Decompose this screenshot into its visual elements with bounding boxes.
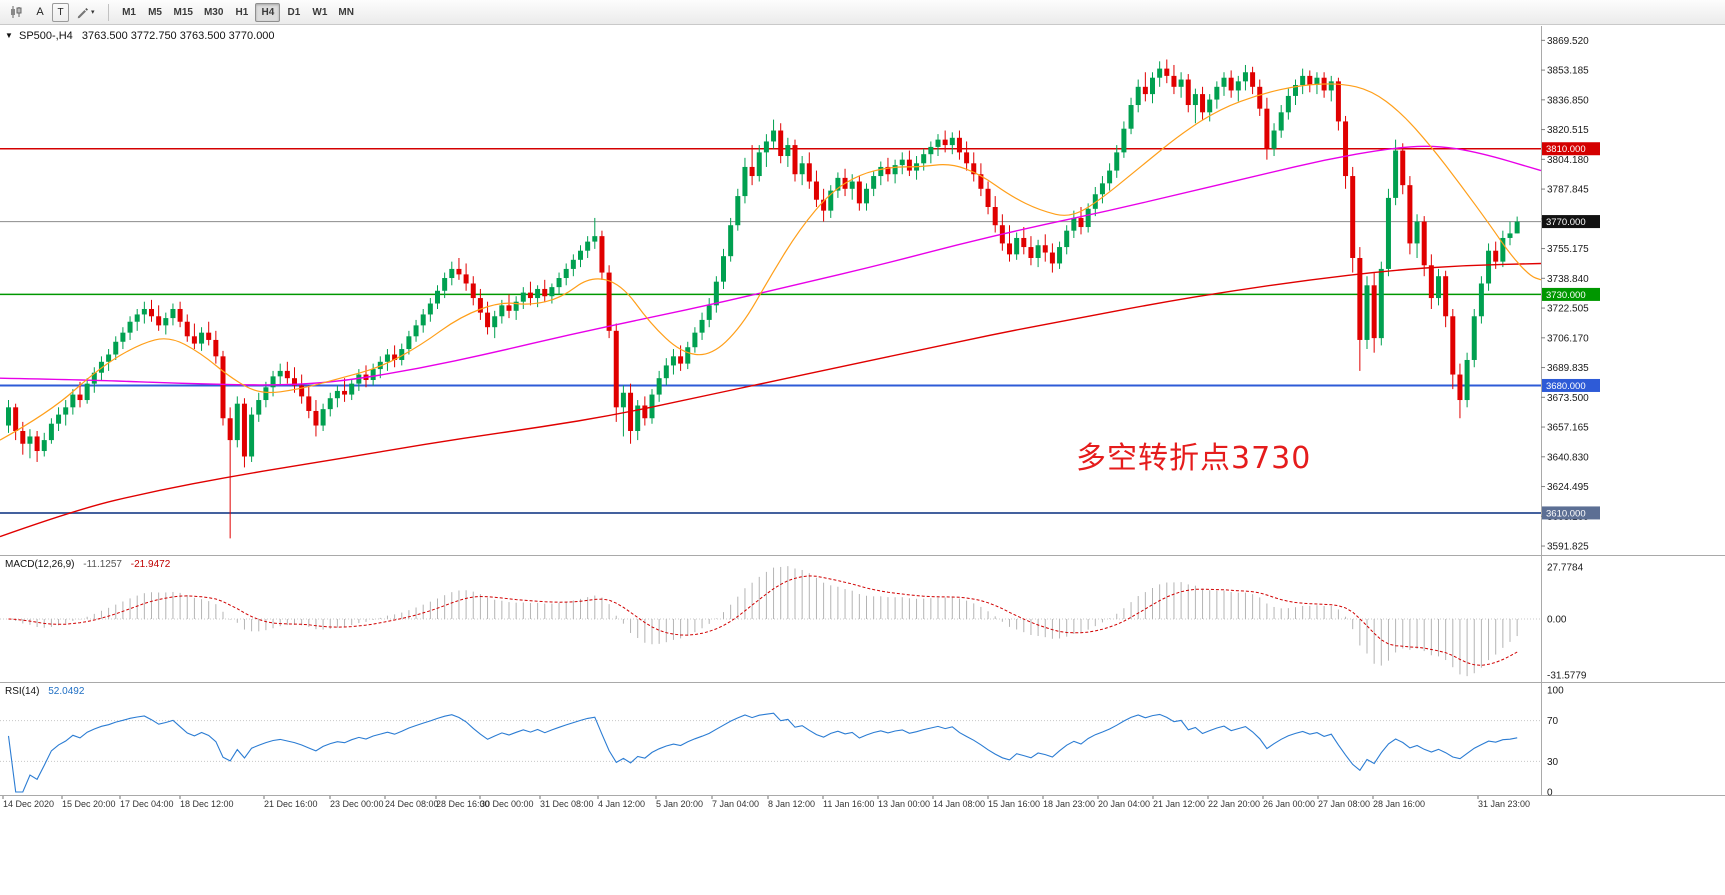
pencil-icon [77, 7, 88, 18]
time-axis-label: 13 Jan 00:00 [878, 799, 930, 809]
price-axis-label: 3820.515 [1547, 125, 1589, 136]
rsi-axis-label: 30 [1547, 757, 1559, 768]
price-axis-label: 3640.830 [1547, 452, 1589, 463]
svg-text:3730.000: 3730.000 [1546, 290, 1586, 301]
macd-signal-value: -21.9472 [130, 559, 171, 570]
time-axis-label: 21 Jan 12:00 [1153, 799, 1205, 809]
caret-down-icon: ▾ [91, 9, 95, 16]
price-axis-label: 3738.840 [1547, 274, 1589, 285]
time-axis-label: 18 Dec 12:00 [180, 799, 234, 809]
timeframe-button-d1[interactable]: D1 [281, 3, 306, 22]
macd-axis-label: -31.5779 [1547, 671, 1587, 682]
price-axis-label: 3689.835 [1547, 363, 1589, 374]
price-axis-label: 3804.180 [1547, 155, 1589, 166]
time-axis-label: 26 Jan 00:00 [1263, 799, 1315, 809]
toolbar-separator [107, 3, 109, 21]
timeframe-button-m5[interactable]: M5 [143, 3, 168, 22]
chart-shift-button[interactable] [4, 3, 28, 22]
time-axis-label: 17 Dec 04:00 [120, 799, 174, 809]
time-axis-label: 8 Jan 12:00 [768, 799, 815, 809]
main-toolbar: A T ▾ M1 M5 M15 M30 H1 H4 D1 W1 MN [0, 0, 1725, 25]
candles-layer [6, 59, 1520, 539]
macd-indicator-label: MACD(12,26,9) -11.1257 -21.9472 [5, 559, 170, 570]
level-price-box [1542, 378, 1600, 392]
price-axis-label: 3836.850 [1547, 95, 1589, 106]
dropdown-triangle-icon: ▼ [5, 31, 13, 40]
rsi-name: RSI(14) [5, 686, 40, 697]
price-axis-label: 3591.825 [1547, 542, 1589, 553]
text-tool-button[interactable]: T [52, 2, 69, 22]
mid-ma-line [0, 145, 1542, 386]
fast-ma-line [0, 83, 1542, 441]
time-axis-label: 21 Dec 16:00 [264, 799, 318, 809]
drawing-tools-dropdown[interactable]: ▾ [71, 3, 100, 22]
chart-annotation-text[interactable]: 多空转折点3730 [1076, 441, 1312, 476]
svg-text:3610.000: 3610.000 [1546, 508, 1586, 519]
time-axis-label: 23 Dec 00:00 [330, 799, 384, 809]
macd-axis-label: 27.7784 [1547, 563, 1584, 574]
timeframe-button-h1[interactable]: H1 [229, 3, 254, 22]
time-axis-label: 20 Jan 04:00 [1098, 799, 1150, 809]
time-axis-label: 28 Jan 16:00 [1373, 799, 1425, 809]
price-axis-label: 3624.495 [1547, 482, 1589, 493]
macd-histogram [15, 566, 1518, 677]
time-axis-label: 22 Jan 20:00 [1208, 799, 1260, 809]
time-axis-label: 14 Dec 2020 [3, 799, 54, 809]
rsi-indicator-label: RSI(14) 52.0492 [5, 686, 84, 697]
price-axis-label: 3673.500 [1547, 393, 1589, 404]
timeframe-group: M1 M5 M15 M30 H1 H4 D1 W1 MN [117, 2, 359, 22]
level-price-box [1542, 142, 1600, 156]
macd-axis-label: 0.00 [1547, 615, 1567, 626]
time-axis-label: 15 Dec 20:00 [62, 799, 116, 809]
time-axis-label: 11 Jan 16:00 [823, 799, 874, 809]
price-axis-label: 3853.185 [1547, 66, 1589, 77]
price-axis-label: 3722.505 [1547, 304, 1589, 315]
time-axis-label: 15 Jan 16:00 [988, 799, 1040, 809]
time-axis-label: 7 Jan 04:00 [712, 799, 759, 809]
time-axis-label: 28 Dec 16:00 [436, 799, 490, 809]
rsi-value: 52.0492 [48, 686, 85, 697]
candles-icon [11, 6, 22, 18]
svg-text:3810.000: 3810.000 [1546, 144, 1586, 155]
time-axis-label: 14 Jan 08:00 [933, 799, 985, 809]
timeframe-button-m15[interactable]: M15 [169, 3, 198, 22]
price-axis-label: 3755.175 [1547, 244, 1589, 255]
price-axis-label: 3869.520 [1547, 36, 1589, 47]
rsi-axis-label: 100 [1547, 686, 1564, 697]
time-axis-label: 4 Jan 12:00 [598, 799, 645, 809]
timeframe-button-mn[interactable]: MN [333, 3, 359, 22]
text-label-tool-button[interactable]: A [30, 3, 50, 22]
chart-title-overlay: ▼ SP500-,H4 3763.500 3772.750 3763.500 3… [5, 30, 275, 42]
macd-signal-line [8, 575, 1518, 666]
time-axis-label: 27 Jan 08:00 [1318, 799, 1370, 809]
chart-symbol-period: SP500-,H4 [18, 30, 73, 42]
time-axis-label: 5 Jan 20:00 [656, 799, 703, 809]
rsi-axis-label: 0 [1547, 788, 1553, 799]
price-axis-label: 3657.165 [1547, 423, 1589, 434]
rsi-line [7, 712, 1518, 793]
macd-name: MACD(12,26,9) [5, 559, 75, 570]
price-axis-label: 3787.845 [1547, 185, 1589, 196]
timeframe-button-m30[interactable]: M30 [199, 3, 228, 22]
timeframe-button-m1[interactable]: M1 [117, 3, 142, 22]
svg-text:3770.000: 3770.000 [1546, 217, 1586, 228]
time-axis-label: 18 Jan 23:00 [1043, 799, 1095, 809]
time-axis-label: 30 Dec 00:00 [480, 799, 534, 809]
timeframe-button-h4[interactable]: H4 [255, 2, 281, 22]
rsi-axis-label: 70 [1547, 716, 1559, 727]
svg-text:3680.000: 3680.000 [1546, 381, 1586, 392]
timeframe-button-w1[interactable]: W1 [307, 3, 332, 22]
current-price-box [1542, 215, 1600, 229]
time-axis-label: 24 Dec 08:00 [385, 799, 439, 809]
time-axis-label: 31 Dec 08:00 [540, 799, 594, 809]
price-axis-label: 3706.170 [1547, 333, 1589, 344]
level-price-box [1542, 287, 1600, 301]
chart-ohlc-values: 3763.500 3772.750 3763.500 3770.000 [81, 30, 275, 42]
slow-ma-line [0, 262, 1542, 538]
level-price-box [1542, 506, 1600, 520]
macd-main-value: -11.1257 [83, 559, 122, 570]
time-axis-label: 31 Jan 23:00 [1478, 799, 1530, 809]
